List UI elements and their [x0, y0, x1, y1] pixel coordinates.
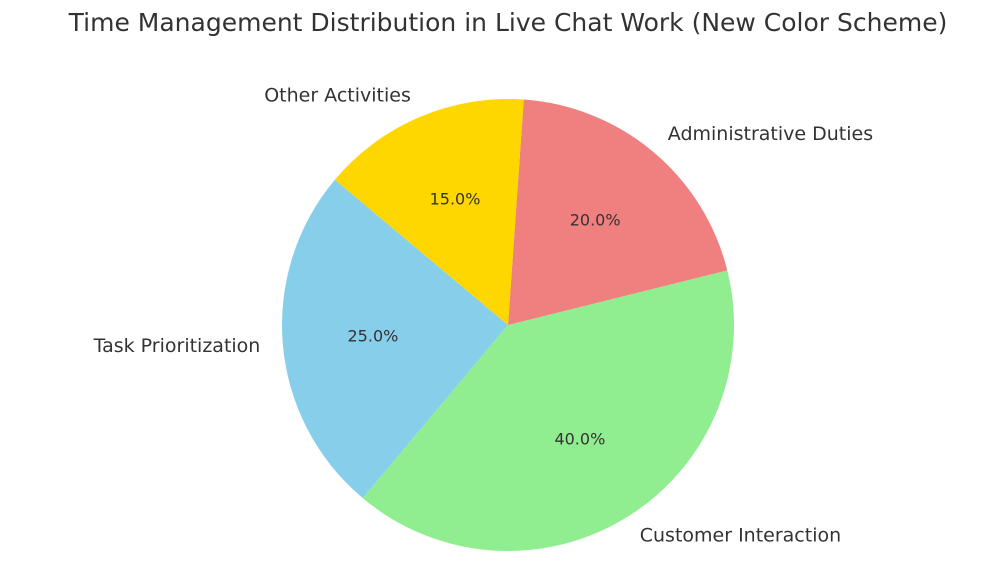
slice-label: Other Activities	[264, 85, 411, 107]
pie-slice	[334, 99, 524, 326]
slice-label: Customer Interaction	[640, 524, 841, 546]
value-label: 40.0%	[554, 429, 605, 448]
chart-title: Time Management Distribution in Live Cha…	[68, 8, 948, 37]
value-label: 25.0%	[348, 326, 399, 345]
slice-label: Task Prioritization	[93, 335, 261, 357]
pie-slice	[508, 99, 728, 325]
value-label: 15.0%	[430, 190, 481, 209]
pie-slice	[362, 270, 734, 551]
value-label: 20.0%	[570, 211, 621, 230]
slice-label: Administrative Duties	[668, 123, 873, 145]
pie-slice	[282, 179, 508, 499]
